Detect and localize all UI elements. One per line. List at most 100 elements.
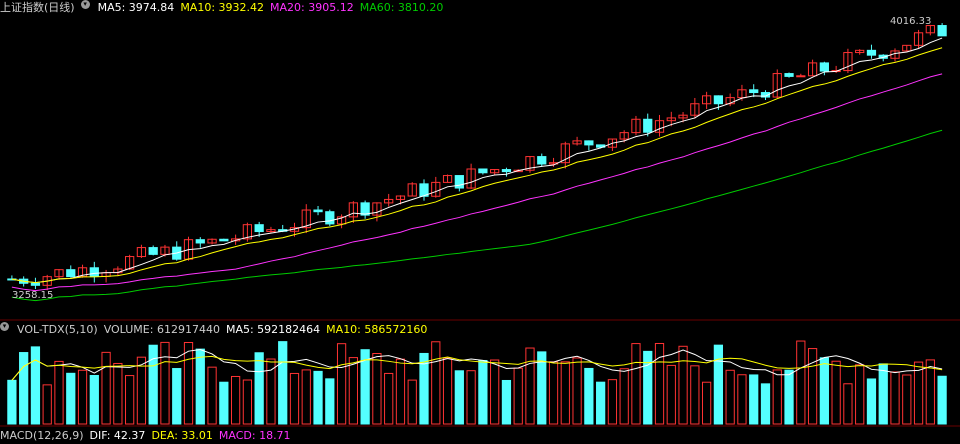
candle-body	[819, 62, 829, 72]
candle-body	[501, 169, 512, 173]
volume-bar	[725, 369, 735, 425]
volume-bar	[713, 344, 724, 425]
volume-bar	[478, 359, 488, 425]
volume-bar	[937, 375, 947, 425]
candle-body	[30, 282, 41, 286]
candle-body	[631, 118, 641, 134]
volume-bar	[796, 340, 806, 425]
vol-ma5-readout: MA5: 592182464	[225, 323, 321, 336]
volume-bar	[737, 374, 747, 425]
price-legend: 上证指数(日线) ▾ MA5: 3974.84 MA10: 3932.42 MA…	[0, 0, 443, 16]
volume-readout: VOLUME: 612917440	[103, 323, 220, 336]
volume-bar	[631, 343, 641, 425]
volume-bar	[772, 369, 782, 425]
volume-bar	[372, 353, 382, 425]
volume-bar	[160, 341, 170, 425]
volume-bar	[501, 379, 512, 425]
volume-bar	[925, 359, 935, 425]
candle-body	[348, 202, 358, 218]
vol-ma10-readout: MA10: 586572160	[326, 323, 428, 336]
candle-body	[207, 238, 217, 244]
volume-bar	[560, 361, 570, 425]
volume-bar	[807, 348, 818, 425]
volume-bar	[89, 374, 99, 425]
volume-bar	[77, 369, 88, 425]
candle-body	[466, 168, 476, 189]
candle-body	[136, 247, 147, 258]
volume-bar	[148, 344, 158, 425]
candle-body	[242, 224, 253, 240]
candle-body	[372, 202, 382, 216]
volume-bar	[572, 357, 582, 425]
ma10-line	[11, 47, 943, 284]
candle-body	[442, 175, 453, 183]
volume-bar	[230, 375, 241, 425]
volume-bar	[7, 379, 17, 425]
macd-title: MACD(12,26,9)	[0, 429, 84, 442]
candle-body	[525, 156, 535, 171]
settings-icon[interactable]: ▾	[80, 0, 90, 9]
volume-bar	[913, 361, 924, 425]
volume-settings-icon[interactable]: ▾	[0, 322, 9, 331]
candle-body	[796, 75, 806, 78]
high-price-label: 4016.33	[890, 16, 932, 27]
candle-body	[195, 239, 205, 244]
candle-body	[384, 198, 394, 204]
candle-body	[843, 52, 853, 72]
candle-body	[219, 238, 229, 242]
candle-body	[807, 62, 818, 77]
candle-body	[619, 132, 629, 140]
volume-bar	[419, 352, 429, 425]
volume-bar	[336, 343, 347, 425]
candle-body	[54, 269, 64, 278]
volume-bar	[643, 350, 653, 425]
volume-bar	[878, 363, 888, 425]
volume-bar	[360, 349, 370, 425]
candle-body	[254, 224, 264, 233]
candle-body	[878, 54, 888, 59]
volume-bar	[101, 351, 111, 425]
volume-bar	[19, 352, 29, 425]
candle-body	[925, 25, 935, 34]
candle-body	[855, 49, 865, 54]
volume-bar	[701, 381, 712, 425]
candle-body	[666, 117, 676, 122]
volume-bar	[384, 372, 394, 425]
candle-body	[760, 92, 771, 98]
candle-body	[749, 89, 759, 94]
volume-bar	[690, 365, 700, 425]
volume-bar	[596, 381, 606, 425]
ma5-readout: MA5: 3974.84	[97, 1, 175, 14]
volume-bar	[54, 360, 64, 425]
candle-body	[419, 183, 429, 197]
volume-bar	[454, 370, 464, 425]
volume-bar	[678, 345, 688, 425]
volume-bar	[195, 348, 205, 425]
candle-body	[572, 140, 582, 145]
candle-body	[607, 138, 618, 148]
volume-bar	[866, 378, 877, 425]
dif-readout: DIF: 42.37	[89, 429, 146, 442]
volume-bar	[42, 384, 52, 425]
volume-bar	[619, 368, 629, 425]
candle-body	[313, 209, 323, 213]
candle-body	[125, 256, 135, 270]
volume-bar	[760, 383, 771, 425]
volume-bar	[466, 370, 476, 425]
volume-bar	[819, 357, 829, 425]
volume-bar	[890, 371, 900, 425]
volume-bar	[666, 364, 676, 425]
volume-bar	[525, 347, 535, 425]
candle-body	[678, 114, 688, 119]
candle-body	[148, 247, 158, 255]
candle-body	[537, 156, 547, 165]
candle-body	[713, 95, 724, 105]
candle-body	[902, 44, 912, 52]
volume-bar	[136, 356, 147, 425]
volume-bar	[431, 341, 441, 425]
volume-bar	[172, 368, 182, 425]
volume-bar	[442, 357, 453, 425]
ma60-readout: MA60: 3810.20	[359, 1, 444, 14]
volume-bar	[113, 362, 123, 425]
